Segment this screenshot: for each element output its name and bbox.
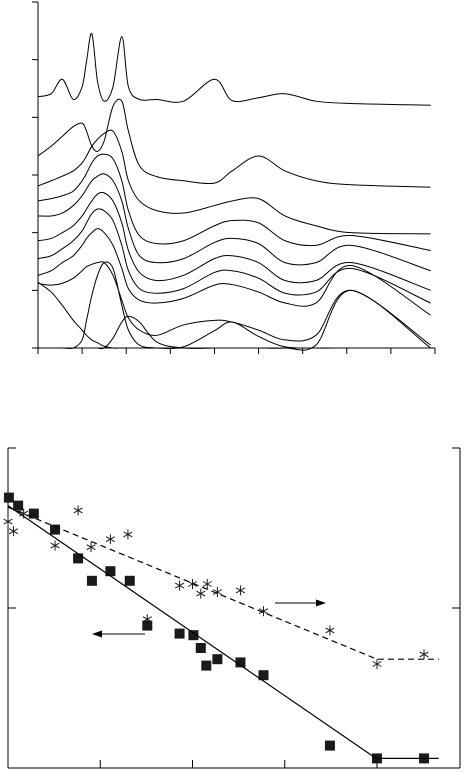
star-stroke [258,608,269,615]
square-point [188,630,199,641]
star-stroke [73,507,83,514]
star-point [187,579,198,589]
square-point [105,566,116,577]
square-point [142,620,153,631]
spectrum-line [37,228,431,316]
star-stroke [202,581,212,587]
star-point [235,585,246,596]
square-point [235,657,246,668]
right-arrow [275,599,326,607]
star-point [196,588,206,599]
star-stroke [3,518,13,525]
star-stroke [123,531,133,538]
square-point [124,575,135,586]
square-point [3,492,14,503]
left-arrow [92,630,145,638]
spectrum-line [37,98,431,188]
star-point [86,542,96,553]
square-point [212,654,223,665]
spectrum-line [37,281,431,349]
star-stroke [105,536,115,543]
star-stroke [235,587,246,594]
square-point [174,628,185,639]
star-stroke [212,589,222,595]
star-point [73,505,83,516]
star-point [212,587,222,597]
star-point [174,580,185,591]
star-point [325,625,335,636]
square-point [201,660,212,671]
star-stroke [142,616,152,623]
spectrum-line [37,173,431,272]
square-point [324,740,335,751]
square-point [258,670,269,681]
spectrum-line [37,191,431,291]
star-point [142,614,152,625]
spectrum-line [37,33,431,106]
star-stroke [19,510,29,517]
square-point [13,500,24,511]
star-point [3,516,13,527]
spectrum-line [38,289,431,351]
square-point [73,553,84,564]
star-stroke [174,582,185,589]
star-point [50,540,60,551]
star-stroke [325,627,335,634]
star-stroke [86,544,96,551]
star-point [419,649,429,660]
spectrum-line [37,208,431,304]
star-point [202,579,212,589]
star-stroke [187,581,198,587]
fit-line [7,506,439,660]
spectrum-line [37,261,431,346]
star-stroke [372,661,382,667]
fit-line [7,505,439,759]
star-point [258,606,269,617]
star-stroke [50,542,60,549]
spectrum-line [38,315,431,350]
square-point [195,643,206,653]
square-point [28,508,39,519]
star-stroke [196,590,206,597]
star-stroke [419,651,429,658]
star-point [123,529,133,540]
star-point [372,659,382,669]
spectrum-line [37,129,431,235]
square-point [86,575,97,586]
spectrum-line [38,321,431,349]
star-stroke [8,528,19,535]
star-point [105,534,115,545]
star-point [8,526,19,537]
spectrum-line [37,153,431,252]
square-point [50,524,61,535]
